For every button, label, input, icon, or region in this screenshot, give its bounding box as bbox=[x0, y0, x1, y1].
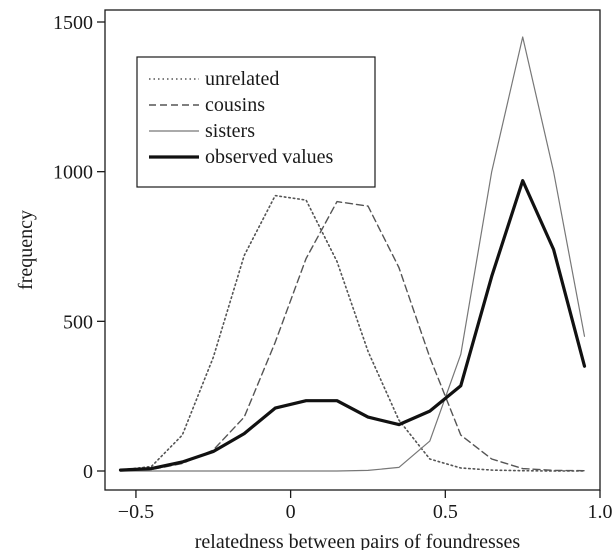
y-tick-label: 500 bbox=[63, 311, 93, 333]
y-tick-label: 1500 bbox=[53, 12, 93, 34]
x-axis-title: relatedness between pairs of foundresses bbox=[195, 531, 521, 550]
series-layer bbox=[118, 36, 587, 472]
y-tick-label: 0 bbox=[83, 461, 93, 483]
series-line-observed-values bbox=[118, 179, 587, 472]
y-axis-title: frequency bbox=[15, 210, 37, 290]
x-tick-label: 0.5 bbox=[433, 501, 458, 523]
legend-label: sisters bbox=[205, 120, 255, 142]
legend-label: cousins bbox=[205, 94, 265, 116]
plot-area bbox=[104, 9, 601, 491]
series-line-cousins bbox=[119, 200, 586, 472]
x-tick-label: 1.0 bbox=[588, 501, 613, 523]
legend-label: unrelated bbox=[205, 68, 279, 90]
y-tick-label: 1000 bbox=[53, 162, 93, 184]
axis-layer: −0.5 0 0.5 1.0 0 500 1000 1500 bbox=[53, 12, 613, 523]
x-tick-label: −0.5 bbox=[118, 501, 154, 523]
plot-frame bbox=[104, 9, 601, 491]
x-tick-label: 0 bbox=[286, 501, 296, 523]
legend: unrelated cousins sisters observed values bbox=[136, 56, 376, 188]
series-line-unrelated bbox=[119, 194, 586, 472]
series-line-sisters bbox=[119, 36, 586, 472]
legend-label: observed values bbox=[205, 146, 334, 168]
